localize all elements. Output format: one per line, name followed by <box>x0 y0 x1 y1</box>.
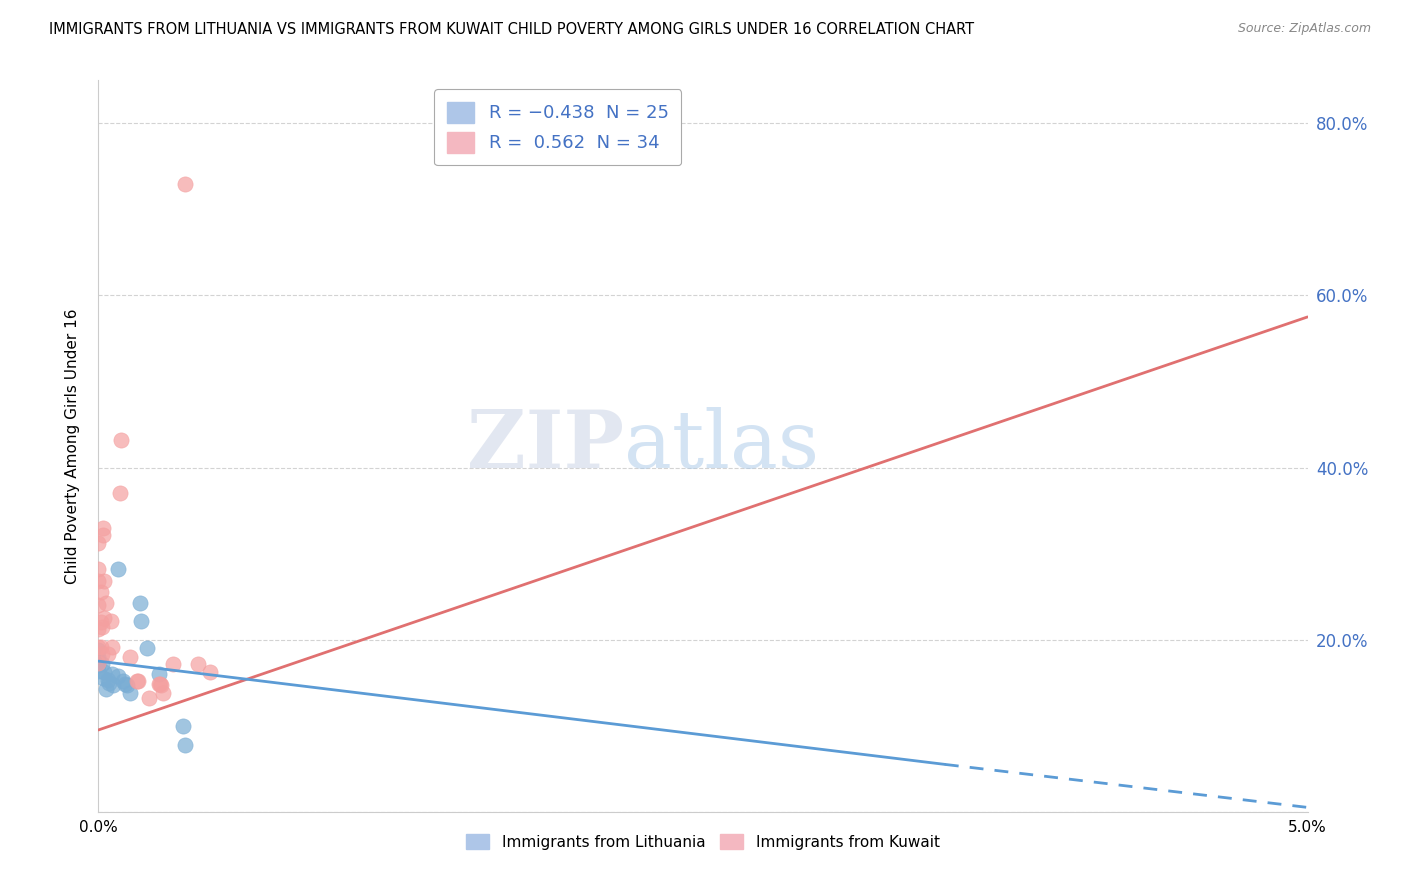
Point <box>90 615 112 630</box>
Point <box>108 486 131 500</box>
Point <box>129 614 152 628</box>
Point <box>87 598 110 612</box>
Point <box>87 654 110 668</box>
Point <box>110 433 132 447</box>
Point <box>148 677 170 691</box>
Point <box>114 677 136 691</box>
Point <box>87 622 110 636</box>
Point <box>87 658 110 673</box>
Point <box>117 678 139 692</box>
Legend: Immigrants from Lithuania, Immigrants from Kuwait: Immigrants from Lithuania, Immigrants fr… <box>457 824 949 859</box>
Point <box>127 673 149 688</box>
Point <box>97 647 120 661</box>
Text: atlas: atlas <box>624 407 820 485</box>
Point <box>87 640 110 654</box>
Point <box>135 641 157 656</box>
Point <box>174 177 197 191</box>
Point <box>100 614 122 628</box>
Text: ZIP: ZIP <box>467 407 624 485</box>
Point <box>128 597 150 611</box>
Point <box>100 667 122 681</box>
Point <box>87 536 110 550</box>
Point <box>198 665 221 680</box>
Point <box>87 562 110 576</box>
Point <box>91 671 114 685</box>
Point <box>172 719 194 733</box>
Point <box>90 640 112 654</box>
Point <box>91 620 114 634</box>
Point <box>111 673 134 688</box>
Point <box>174 738 197 752</box>
Point <box>87 665 110 679</box>
Point <box>98 675 121 690</box>
Point <box>100 640 122 654</box>
Point <box>91 521 114 535</box>
Point <box>93 611 115 625</box>
Point <box>118 649 141 664</box>
Point <box>97 673 120 687</box>
Point <box>91 527 114 541</box>
Y-axis label: Child Poverty Among Girls Under 16: Child Poverty Among Girls Under 16 <box>65 309 80 583</box>
Point <box>90 585 112 599</box>
Point <box>94 681 117 696</box>
Point <box>93 574 115 588</box>
Point <box>107 562 129 576</box>
Point <box>87 656 110 670</box>
Point <box>118 686 141 700</box>
Point <box>101 678 124 692</box>
Point <box>127 673 149 688</box>
Text: Source: ZipAtlas.com: Source: ZipAtlas.com <box>1237 22 1371 36</box>
Text: IMMIGRANTS FROM LITHUANIA VS IMMIGRANTS FROM KUWAIT CHILD POVERTY AMONG GIRLS UN: IMMIGRANTS FROM LITHUANIA VS IMMIGRANTS … <box>49 22 974 37</box>
Point <box>87 574 110 588</box>
Point <box>152 686 174 700</box>
Point <box>148 667 170 681</box>
Point <box>93 665 115 680</box>
Point <box>149 677 172 691</box>
Point <box>150 678 173 692</box>
Point <box>138 691 160 706</box>
Point <box>91 647 114 661</box>
Point <box>87 643 110 657</box>
Point <box>187 657 209 671</box>
Point <box>91 657 114 671</box>
Point <box>162 657 184 671</box>
Point <box>87 649 110 664</box>
Point <box>94 597 117 611</box>
Point <box>107 669 129 683</box>
